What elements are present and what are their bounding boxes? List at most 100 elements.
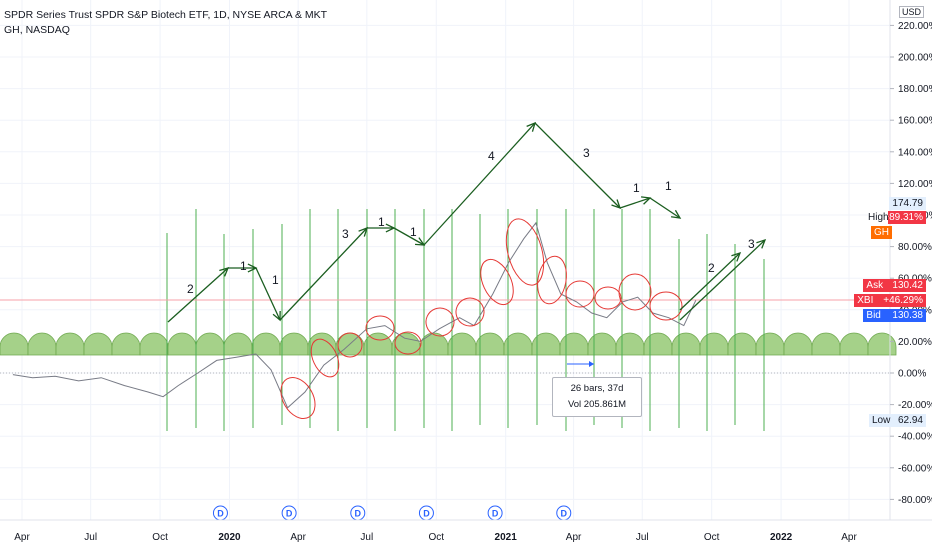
price-axis: 220.00% 200.00% 180.00% 160.00% 140.00% 120.0… [890, 21, 932, 506]
dividend-marker[interactable]: D [212, 505, 228, 521]
arrow-label: 1 [378, 215, 385, 229]
arrow-label: 3 [583, 146, 590, 160]
trend-arrow [393, 227, 425, 246]
dividend-letter: D [355, 509, 362, 519]
arrow-label: 2 [708, 261, 715, 275]
arch [643, 332, 673, 356]
y-tick-label: -80.00% [898, 495, 932, 506]
red-circle [280, 377, 316, 419]
arch [811, 332, 841, 356]
time-axis: Apr Jul Oct 2020 Apr Jul Oct 2021 Apr Jul Oct 2022 A… [14, 532, 857, 543]
measure-tooltip: 26 bars, 37d Vol 205.861M [552, 377, 642, 417]
y-tick-label: 200.00% [898, 53, 932, 64]
y-tick-label: 220.00% [898, 21, 932, 32]
dividend-marker[interactable]: D [281, 505, 297, 521]
arch [251, 332, 281, 356]
arches-band [0, 332, 897, 356]
ask-label: Ask [866, 280, 884, 291]
low-label: Low [871, 415, 891, 426]
red-circle [365, 315, 395, 341]
dividend-marker[interactable]: D [487, 505, 503, 521]
measure-arrowhead [589, 361, 594, 367]
trend-arrow [534, 122, 621, 209]
trend-arrowhead [670, 209, 682, 219]
arch [139, 332, 169, 356]
trend-arrow [649, 197, 681, 219]
high-label: High [868, 211, 889, 224]
arrow-label: 2 [187, 282, 194, 296]
red-circle [594, 286, 622, 310]
red-circle [425, 307, 455, 337]
currency-label[interactable]: USD [898, 6, 924, 18]
arch [363, 332, 393, 356]
arrow-label: 1 [665, 179, 672, 193]
x-tick-label: Apr [566, 532, 582, 543]
dividend-letter: D [561, 509, 568, 519]
gh-badge: GH [871, 226, 892, 239]
trend-arrow [279, 227, 368, 321]
arrow-label: 3 [342, 227, 349, 241]
compare-symbol[interactable]: GH, NASDAQ [4, 24, 70, 36]
bid-value: 130.38 [892, 310, 923, 321]
x-tick-label: Jul [84, 532, 97, 543]
trend-arrow [679, 252, 741, 311]
x-tick-label: Oct [704, 532, 720, 543]
arch [55, 332, 85, 356]
arrow-label: 1 [410, 225, 417, 239]
y-tick-label: 0.00% [898, 369, 926, 380]
measure-bars: 26 bars, 37d [570, 383, 624, 394]
ask-badge: Ask 130.42 [863, 279, 926, 292]
red-circle [565, 280, 595, 308]
dividend-letter: D [217, 509, 224, 519]
dividend-marker[interactable]: D [556, 505, 572, 521]
vertical-cycle-lines [166, 209, 765, 431]
arch [531, 332, 561, 356]
xbi-badge: XBI +46.29% [854, 294, 926, 307]
arch [111, 332, 141, 356]
high-pct-badge: +89.31% [880, 211, 926, 224]
dividend-marker[interactable]: D [350, 505, 366, 521]
arch [839, 332, 869, 356]
x-tick-label: Jul [636, 532, 649, 543]
red-circle [505, 218, 545, 286]
trend-arrow [679, 239, 766, 321]
trend-arrow [167, 267, 229, 323]
xbi-pct: +46.29% [883, 295, 923, 306]
trend-arrowhead [731, 251, 742, 262]
arrow-label: 3 [748, 237, 755, 251]
dividend-marker[interactable]: D [418, 505, 434, 521]
arrow-label: 1 [240, 259, 247, 273]
y-tick-label: -60.00% [898, 463, 932, 474]
x-tick-label: 2022 [770, 532, 793, 543]
arch [559, 332, 589, 356]
trend-arrow [255, 267, 281, 321]
trend-arrow [423, 122, 536, 246]
y-tick-label: 140.00% [898, 147, 932, 158]
red-circle [618, 273, 652, 311]
arrow-label: 1 [633, 181, 640, 195]
arch [279, 332, 309, 356]
arch [867, 332, 897, 356]
x-tick-label: Apr [14, 532, 30, 543]
arch [83, 332, 113, 356]
trend-arrowhead [756, 238, 767, 249]
arch [0, 332, 29, 356]
y-tick-label: -40.00% [898, 432, 932, 443]
red-circle [310, 338, 340, 378]
circles [280, 218, 683, 419]
red-circle [455, 297, 485, 327]
arrow-label: 1 [272, 273, 279, 287]
red-circle [649, 291, 683, 321]
xbi-label: XBI [857, 295, 874, 306]
x-tick-label: 2021 [495, 532, 518, 543]
high-value-badge: 174.79 [889, 197, 926, 210]
arch [727, 332, 757, 356]
dividend-letter: D [492, 509, 499, 519]
arch [587, 332, 617, 356]
measure-volume: Vol 205.861M [567, 399, 627, 410]
red-circle [537, 255, 567, 305]
chart-title: SPDR Series Trust SPDR S&P Biotech ETF, … [4, 9, 328, 21]
arch [755, 332, 785, 356]
trend-arrows [167, 121, 767, 323]
